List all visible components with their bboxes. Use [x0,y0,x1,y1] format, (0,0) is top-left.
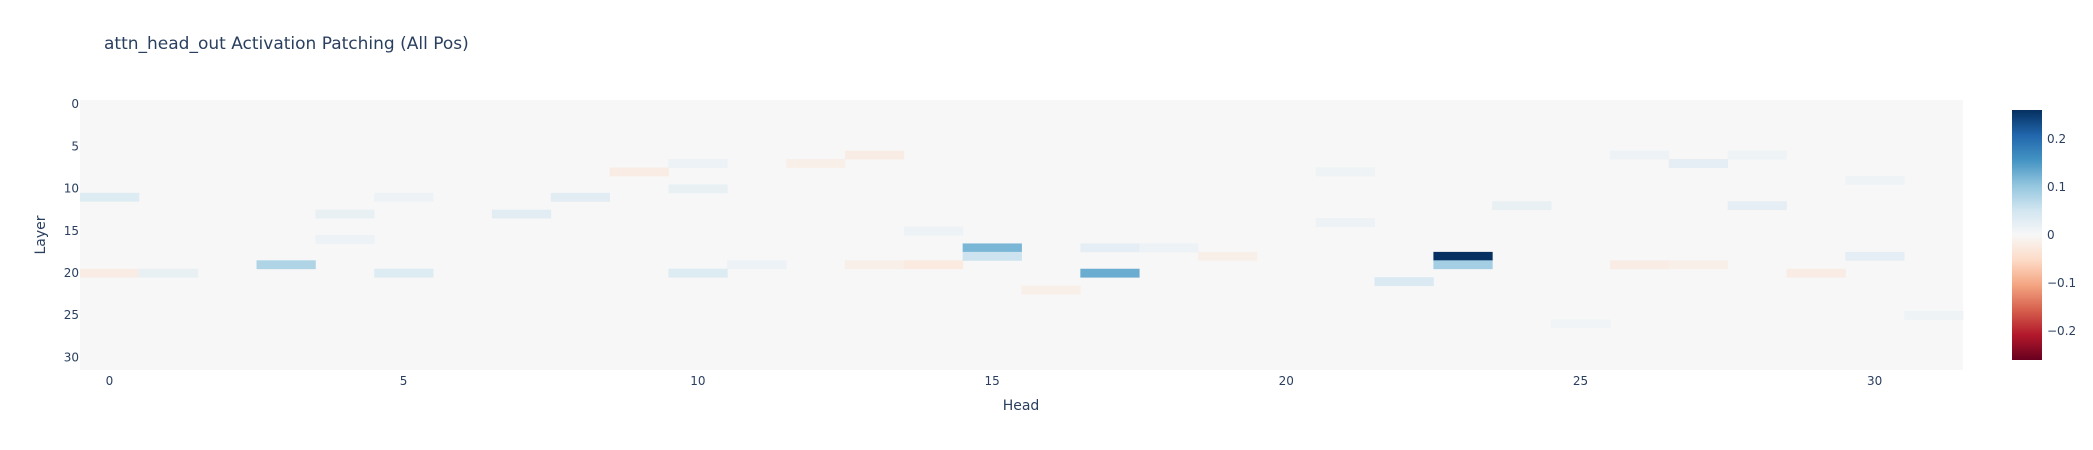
heatmap-cell [1433,260,1493,270]
heatmap-cell [609,167,669,177]
heatmap-cell [315,235,375,244]
heatmap-cell [1845,251,1905,261]
heatmap-cell [1727,150,1787,160]
y-tick-label: 30 [64,350,79,364]
heatmap-cell [962,251,1022,261]
colorbar-tick-label: 0.1 [2047,180,2066,194]
x-tick-label: 0 [106,374,114,388]
heatmap-cell [1315,167,1375,177]
heatmap-cell [1668,159,1729,168]
heatmap-cell [786,159,846,168]
heatmap-cell [1845,175,1905,185]
chart-title: attn_head_out Activation Patching (All P… [104,34,469,54]
heatmap-cell [962,243,1022,253]
heatmap-cell [80,268,140,278]
heatmap-cell [80,192,140,202]
x-tick-label: 15 [984,374,999,388]
heatmap-cell [668,159,728,168]
colorbar-ticks: 0.2 0.1 0 −0.1 −0.2 [2047,132,2076,338]
heatmap-cell [668,184,728,194]
heatmap-cell [1315,218,1375,227]
heatmap-cell [1139,243,1199,253]
heatmap-cell [1668,260,1729,270]
heatmap-cell [1609,150,1670,160]
y-axis-ticks: 0 5 10 15 20 25 30 [64,97,79,364]
x-axis-title: Head [1003,398,1040,414]
colorbar-tick-label: 0.2 [2047,132,2066,146]
y-tick-label: 15 [64,224,79,238]
heatmap-cell [550,192,610,202]
heatmap-cell [903,260,964,270]
heatmap-cell [374,268,434,278]
heatmap-cell [315,209,375,219]
heatmap-cell [1786,268,1846,278]
heatmap-cell [668,268,728,278]
heatmap-cell [844,260,905,270]
plot-background [80,100,1963,370]
heatmap-cell [1609,260,1670,270]
colorbar-tick-label: −0.1 [2047,276,2076,290]
heatmap-cell [1551,319,1611,329]
heatmap-cell [903,226,964,236]
x-tick-label: 25 [1573,374,1588,388]
heatmap-cell [374,192,434,202]
heatmap-cell [1433,251,1493,261]
colorbar-tick-label: 0 [2047,228,2055,242]
heatmap-cell [1492,201,1552,211]
heatmap-cell [1374,277,1434,287]
heatmap-cell [1198,251,1258,261]
heatmap-cell [256,260,316,270]
heatmap-cell [844,150,905,160]
x-tick-label: 5 [400,374,408,388]
y-axis-title: Layer [33,215,49,254]
heatmap-cell [1904,310,1964,320]
colorbar-tick-label: −0.2 [2047,324,2076,338]
y-tick-label: 10 [64,182,79,196]
heatmap-cell [1727,201,1787,211]
colorbar [2012,110,2042,360]
y-tick-label: 5 [71,139,79,153]
heatmap-cell [1021,285,1081,295]
heatmap-cells [80,150,1964,329]
heatmap-cell [727,260,787,270]
x-axis-ticks: 0 5 10 15 20 25 30 [106,374,1883,388]
x-tick-label: 10 [690,374,705,388]
heatmap-cell [138,268,199,278]
y-tick-label: 0 [71,97,79,111]
x-tick-label: 30 [1867,374,1882,388]
heatmap-cell [491,209,552,219]
heatmap-cell [1080,243,1140,253]
y-tick-label: 25 [64,308,79,322]
y-tick-label: 20 [64,266,79,280]
heatmap-cell [1080,268,1140,278]
x-tick-label: 20 [1279,374,1294,388]
